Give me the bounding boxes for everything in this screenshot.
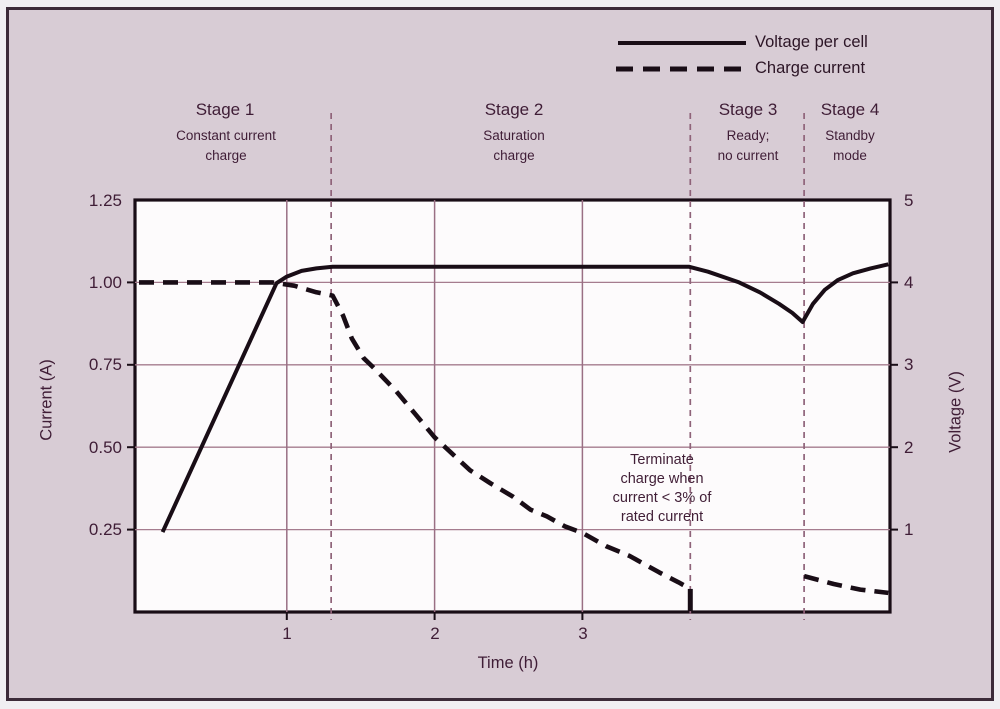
y-left-tick-0-50: 0.50	[88, 438, 122, 457]
stage-1-desc: Constant current charge	[176, 128, 276, 163]
y-left-tick-0-25: 0.25	[88, 520, 122, 539]
stage-4-desc: Standby mode	[825, 128, 875, 163]
plot-frame	[133, 198, 892, 614]
y-right-tick-1: 1	[904, 520, 914, 539]
y-left-tick-0-75: 0.75	[88, 355, 122, 374]
legend-label-voltage: Voltage per cell	[755, 33, 868, 51]
x-tick-1: 1	[282, 624, 292, 643]
y-left-tick-1-00: 1.00	[88, 273, 122, 292]
x-axis-title-time: Time (h)	[477, 654, 539, 672]
stage-3-title: Stage 3	[718, 100, 778, 119]
stage-3-desc: Ready; no current	[717, 128, 779, 163]
stage-1-title: Stage 1	[195, 100, 255, 119]
y-axis-title-current: Current (A)	[37, 359, 56, 441]
legend-label-current: Charge current	[755, 59, 866, 77]
y-right-tick-2: 2	[904, 438, 914, 457]
terminate-charge-annotation: Terminate charge when current < 3% of ra…	[612, 452, 712, 525]
voltage-curve	[160, 262, 889, 533]
y-right-tick-3: 3	[904, 355, 914, 374]
stage-2-title: Stage 2	[484, 100, 544, 119]
y-axis-title-voltage: Voltage (V)	[946, 371, 965, 453]
stage-4-title: Stage 4	[820, 100, 880, 119]
y-right-tick-5: 5	[904, 191, 914, 210]
y-right-tick-4: 4	[904, 273, 914, 292]
charge-current-curve-seg1	[139, 280, 692, 591]
x-tick-3: 3	[578, 624, 588, 643]
x-tick-2: 2	[430, 624, 440, 643]
stage-2-desc: Saturation charge	[483, 128, 545, 163]
y-left-tick-1-25: 1.25	[88, 191, 122, 210]
